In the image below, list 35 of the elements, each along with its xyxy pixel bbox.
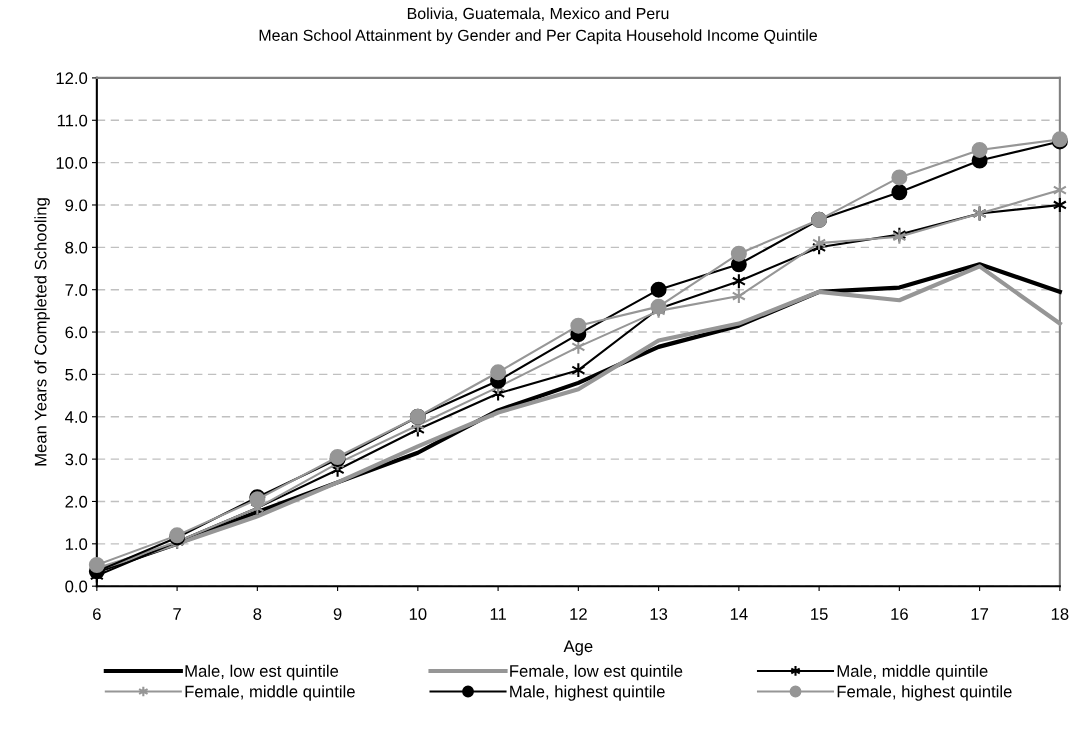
y-tick-label: 11.0 <box>57 114 88 127</box>
y-tick-label: 7.0 <box>65 284 88 296</box>
legend-label: Female, highest quintile <box>837 685 1012 701</box>
y-axis-title: Mean Years of Completed Schooling <box>34 198 50 466</box>
x-tick-label: 11 <box>490 608 506 620</box>
y-tick-label: 3.0 <box>65 453 88 466</box>
y-tick-label: 1.0 <box>65 538 88 551</box>
x-tick-label: 8 <box>253 608 262 620</box>
legend-label: Male, highest quintile <box>510 685 665 701</box>
x-tick-label: 6 <box>93 608 101 620</box>
x-tick-label: 13 <box>650 608 668 620</box>
x-axis-title: Age <box>563 640 593 656</box>
y-tick-label: 6.0 <box>65 326 88 339</box>
x-tick-label: 17 <box>971 608 989 620</box>
y-tick-label: 9.0 <box>65 199 88 212</box>
x-tick-label: 7 <box>173 608 181 620</box>
x-tick-label: 14 <box>730 608 748 620</box>
x-tick-label: 18 <box>1051 608 1069 620</box>
legend-label: Male, middle quintile <box>837 664 988 681</box>
y-tick-label: 4.0 <box>65 411 88 423</box>
x-tick-label: 16 <box>891 608 908 620</box>
y-tick-label: 12.0 <box>56 72 88 85</box>
x-tick-label: 9 <box>333 608 342 620</box>
legend-label: Male, low est quintile <box>185 664 339 681</box>
chart-title: Bolivia, Guatemala, Mexico and Peru Mean School Attainment by Gender and Per Capita Household Income Quintile <box>259 7 817 45</box>
y-tick-label: 5.0 <box>65 368 88 381</box>
x-tick-label: 12 <box>570 608 587 620</box>
x-tick-label: 10 <box>409 608 427 620</box>
y-tick-label: 0.0 <box>65 580 88 593</box>
y-tick-label: 2.0 <box>65 495 88 508</box>
legend-label: Female, low est quintile <box>510 664 683 681</box>
x-tick-label: 15 <box>811 608 828 620</box>
y-tick-label: 8.0 <box>65 241 88 254</box>
y-tick-label: 10.0 <box>56 157 88 169</box>
legend-label: Female, middle quintile <box>185 685 355 701</box>
